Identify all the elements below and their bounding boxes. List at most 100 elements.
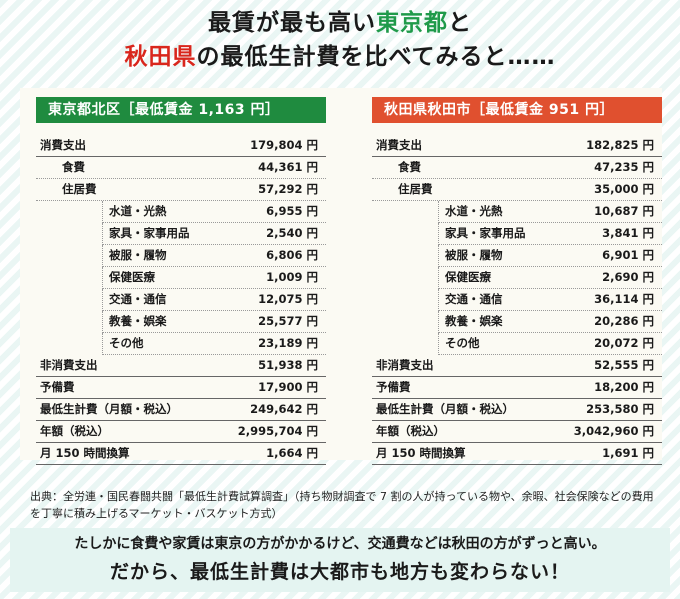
- row-value: 57,292 円: [258, 182, 318, 196]
- table-row: 非消費支出 51,938 円: [36, 355, 326, 377]
- row-value: 2,995,704 円: [237, 424, 318, 438]
- row-label: 月 150 時間換算: [376, 446, 466, 460]
- row-value: 44,361 円: [258, 160, 318, 174]
- table-row: 食費 47,235 円: [372, 157, 662, 179]
- table-row: 予備費 18,200 円: [372, 377, 662, 399]
- table-row: 消費支出 179,804 円: [36, 135, 326, 157]
- row-value: 35,000 円: [594, 182, 654, 196]
- table-row: 消費支出 182,825 円: [372, 135, 662, 157]
- row-value: 18,200 円: [594, 380, 654, 394]
- row-value: 25,577 円: [258, 314, 318, 328]
- row-label: 保健医療: [445, 270, 491, 284]
- table-row: 教養・娯楽 25,577 円: [102, 311, 326, 333]
- row-value: 2,540 円: [266, 226, 318, 240]
- table-row: 月 150 時間換算 1,691 円: [372, 443, 662, 465]
- row-label: 水道・光熱: [445, 204, 503, 218]
- table-row: 教養・娯楽 20,286 円: [438, 311, 662, 333]
- row-label: 家具・家事用品: [109, 226, 190, 240]
- title-text: と: [448, 10, 472, 36]
- conclusion-box: [10, 528, 670, 592]
- table-row: 年額（税込） 3,042,960 円: [372, 421, 662, 443]
- row-label: 予備費: [376, 380, 411, 394]
- row-label: 年額（税込）: [376, 424, 445, 438]
- row-value: 253,580 円: [586, 402, 654, 416]
- row-value: 3,841 円: [602, 226, 654, 240]
- table-row: その他 20,072 円: [438, 333, 662, 355]
- table-row: その他 23,189 円: [102, 333, 326, 355]
- table-header-akita: 秋田県秋田市［最低賃金 951 円］: [372, 97, 662, 123]
- row-label: 教養・娯楽: [445, 314, 503, 328]
- row-label: 住居費: [398, 182, 433, 196]
- row-value: 20,286 円: [594, 314, 654, 328]
- row-label: 被服・履物: [445, 248, 503, 262]
- table-row: 交通・通信 36,114 円: [438, 289, 662, 311]
- row-label: 家具・家事用品: [445, 226, 526, 240]
- row-label: 非消費支出: [376, 358, 434, 372]
- row-label: その他: [109, 336, 144, 350]
- row-value: 10,687 円: [594, 204, 654, 218]
- row-label: 水道・光熱: [109, 204, 167, 218]
- row-value: 249,642 円: [250, 402, 318, 416]
- table-tokyo: 東京都北区［最低賃金 1,163 円］ 消費支出 179,804 円食費 44,36…: [36, 97, 326, 465]
- row-label: 食費: [398, 160, 421, 174]
- title-text: 最賃が最も高い: [208, 10, 376, 36]
- table-row: 食費 44,361 円: [36, 157, 326, 179]
- table-header-tokyo: 東京都北区［最低賃金 1,163 円］: [36, 97, 326, 123]
- row-label: 最低生計費（月額・税込）: [376, 402, 514, 416]
- row-value: 1,664 円: [266, 446, 318, 460]
- row-label: 食費: [62, 160, 85, 174]
- row-value: 17,900 円: [258, 380, 318, 394]
- table-row: 家具・家事用品 2,540 円: [102, 223, 326, 245]
- table-row: 保健医療 2,690 円: [438, 267, 662, 289]
- table-row: 最低生計費（月額・税込） 249,642 円: [36, 399, 326, 421]
- table-row: 水道・光熱 6,955 円: [102, 201, 326, 223]
- source-note: 出典：全労連・国民春闘共闘「最低生計費試算調査」（持ち物財調査で 7 割の人が持…: [30, 490, 654, 520]
- row-value: 20,072 円: [594, 336, 654, 350]
- row-label: 消費支出: [40, 138, 86, 152]
- table-row: 予備費 17,900 円: [36, 377, 326, 399]
- row-label: 最低生計費（月額・税込）: [40, 402, 178, 416]
- row-value: 23,189 円: [258, 336, 318, 350]
- row-value: 6,806 円: [266, 248, 318, 262]
- title-text: の最低生計費を比べてみると……: [196, 44, 556, 70]
- row-label: 交通・通信: [109, 292, 167, 306]
- title-line-2: 秋田県の最低生計費を比べてみると……: [0, 40, 680, 74]
- row-label: 住居費: [62, 182, 97, 196]
- row-value: 2,690 円: [602, 270, 654, 284]
- row-value: 1,691 円: [602, 446, 654, 460]
- row-value: 1,009 円: [266, 270, 318, 284]
- row-value: 47,235 円: [594, 160, 654, 174]
- row-label: 交通・通信: [445, 292, 503, 306]
- row-value: 182,825 円: [586, 138, 654, 152]
- table-akita: 秋田県秋田市［最低賃金 951 円］ 消費支出 182,825 円食費 47,235…: [372, 97, 662, 465]
- table-row: 被服・履物 6,901 円: [438, 245, 662, 267]
- row-label: 非消費支出: [40, 358, 98, 372]
- conclusion-line-2: だから、最低生計費は大都市も地方も変わらない！: [109, 561, 570, 583]
- row-label: 教養・娯楽: [109, 314, 167, 328]
- table-row: 住居費 57,292 円: [36, 179, 326, 201]
- table-row: 年額（税込） 2,995,704 円: [36, 421, 326, 443]
- table-row: 保健医療 1,009 円: [102, 267, 326, 289]
- conclusion-line-1: たしかに食費や家賃は東京の方がかかるけど、交通費などは秋田の方がずっと高い。: [74, 536, 606, 552]
- row-value: 12,075 円: [258, 292, 318, 306]
- table-row: 月 150 時間換算 1,664 円: [36, 443, 326, 465]
- table-row: 最低生計費（月額・税込） 253,580 円: [372, 399, 662, 421]
- row-value: 179,804 円: [250, 138, 318, 152]
- page-title: 最賃が最も高い東京都と 秋田県の最低生計費を比べてみると……: [0, 6, 680, 74]
- row-value: 3,042,960 円: [573, 424, 654, 438]
- title-accent-tokyo: 東京都: [376, 10, 448, 36]
- row-label: 消費支出: [376, 138, 422, 152]
- title-line-1: 最賃が最も高い東京都と: [0, 6, 680, 40]
- row-value: 6,955 円: [266, 204, 318, 218]
- row-label: 月 150 時間換算: [40, 446, 130, 460]
- table-row: 家具・家事用品 3,841 円: [438, 223, 662, 245]
- row-label: その他: [445, 336, 480, 350]
- table-row: 交通・通信 12,075 円: [102, 289, 326, 311]
- title-accent-akita: 秋田県: [124, 44, 197, 70]
- table-rows-tokyo: 消費支出 179,804 円食費 44,361 円住居費 57,292 円水道・光熱 6…: [36, 135, 326, 465]
- row-value: 6,901 円: [602, 248, 654, 262]
- table-row: 水道・光熱 10,687 円: [438, 201, 662, 223]
- table-row: 被服・履物 6,806 円: [102, 245, 326, 267]
- row-value: 51,938 円: [258, 358, 318, 372]
- table-rows-akita: 消費支出 182,825 円食費 47,235 円住居費 35,000 円水道・光熱 1…: [372, 135, 662, 465]
